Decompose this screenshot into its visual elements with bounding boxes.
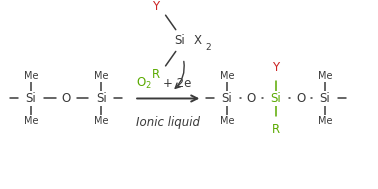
Text: Si: Si [96,92,107,105]
FancyArrowPatch shape [175,61,184,88]
Text: Me: Me [94,71,108,81]
Text: $\mathregular{O_2}$: $\mathregular{O_2}$ [136,76,152,91]
Text: O: O [296,92,305,105]
Text: Si: Si [26,92,36,105]
Text: Si: Si [320,92,330,105]
Text: Me: Me [220,71,234,81]
Text: Y: Y [152,0,159,13]
Text: R: R [152,68,160,81]
Text: Ionic liquid: Ionic liquid [136,115,200,129]
Text: O: O [247,92,256,105]
Text: Y: Y [273,61,279,74]
Text: X: X [194,34,202,47]
Text: Si: Si [222,92,232,105]
Text: 2: 2 [205,43,211,52]
Text: + 2e: + 2e [163,77,191,90]
Text: Si: Si [271,92,281,105]
Text: R: R [272,123,280,136]
Text: Me: Me [24,116,38,126]
Text: Me: Me [94,116,108,126]
Text: O: O [62,92,71,105]
Text: Si: Si [174,34,185,47]
Text: Me: Me [220,116,234,126]
Text: Me: Me [318,71,332,81]
Text: Me: Me [24,71,38,81]
Text: Me: Me [318,116,332,126]
